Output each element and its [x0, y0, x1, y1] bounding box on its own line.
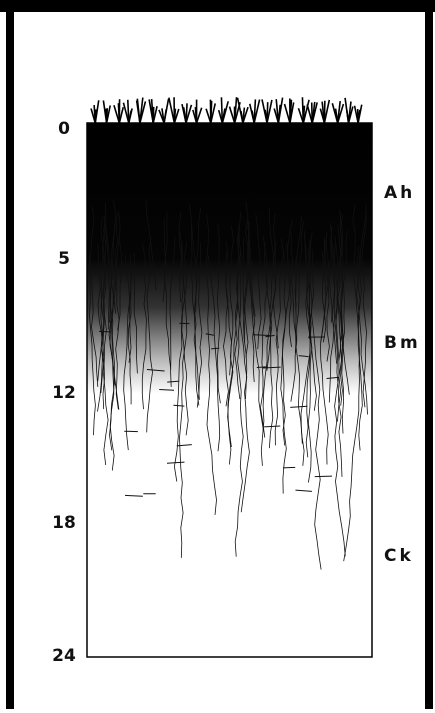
depth-label: 18	[52, 513, 76, 533]
depth-label: 0	[58, 119, 70, 139]
root-fragment	[99, 331, 111, 332]
frame-left	[6, 0, 14, 709]
grass	[91, 97, 362, 123]
frame-top	[0, 0, 435, 12]
depth-label: 24	[52, 646, 76, 666]
root-fragment	[283, 467, 295, 468]
grass-blade	[164, 99, 168, 123]
grass-blade	[222, 101, 228, 123]
depth-label: 5	[58, 249, 70, 269]
frame-right	[425, 0, 433, 709]
horizon-label: Bm	[384, 333, 421, 353]
depth-label: 12	[52, 383, 76, 403]
root-fragment	[315, 476, 332, 477]
horizon-label: Ah	[384, 183, 415, 203]
horizon-label: Ck	[384, 546, 414, 566]
root-fragment	[159, 390, 174, 391]
